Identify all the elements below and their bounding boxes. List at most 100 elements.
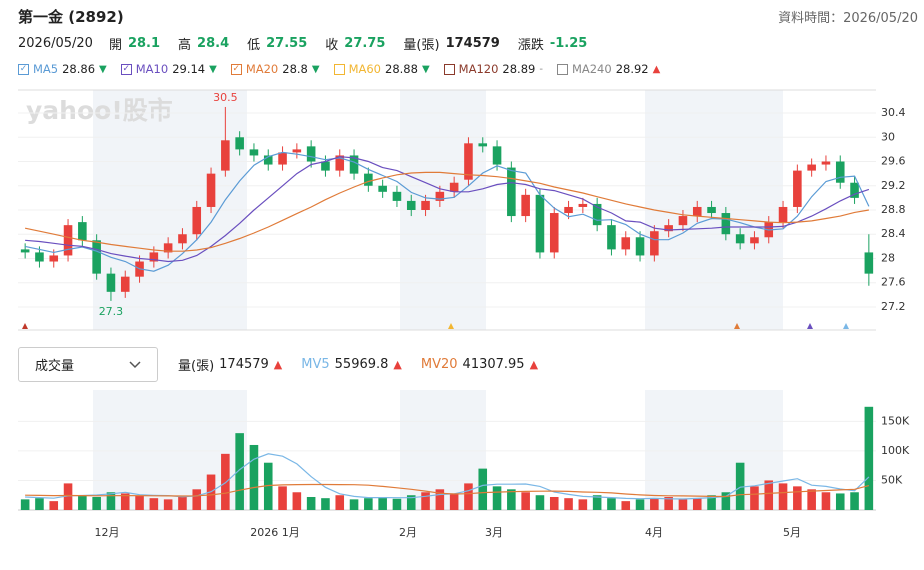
mv-value: 41307.95 — [462, 357, 525, 372]
y-tick-label: 28.8 — [881, 203, 906, 216]
volume-bar — [135, 495, 144, 510]
x-tick-label: 3月 — [485, 526, 503, 539]
ma-value: 28.86 — [62, 62, 96, 76]
candle-body — [821, 161, 831, 165]
volume-bar — [35, 498, 44, 510]
ma-line — [24, 151, 870, 272]
volume-bar — [507, 489, 516, 510]
volume-bar — [192, 489, 202, 510]
candle-body — [63, 225, 73, 256]
y-tick-label: 30.4 — [881, 106, 906, 119]
volume-bar — [278, 486, 287, 510]
volume-trend: ▲ — [273, 358, 283, 371]
x-tick-label: 12月 — [95, 526, 120, 539]
volume-value: 174579 — [219, 357, 269, 372]
ma-legend-item[interactable]: ✓ MA20 28.8 ▼ — [230, 62, 320, 76]
candle-body — [149, 252, 159, 262]
volume-bar — [793, 486, 802, 510]
ma-trend: - — [539, 63, 543, 75]
candle-body — [464, 143, 473, 180]
y-tick-label: 50K — [881, 473, 903, 486]
candle-body — [735, 234, 745, 244]
volume-bar — [592, 495, 602, 510]
volume-bar — [535, 495, 545, 510]
candle-body — [178, 234, 187, 244]
candle-body — [206, 173, 216, 207]
candle-body — [221, 140, 230, 171]
candle-body — [664, 225, 673, 232]
candle-body — [92, 240, 101, 274]
ma-name: MA240 — [571, 62, 612, 76]
indicator-select[interactable]: 成交量 — [18, 347, 158, 382]
volume-bar — [263, 462, 273, 510]
volume-bar — [821, 492, 831, 510]
month-shading — [93, 90, 783, 510]
candle-body — [278, 152, 287, 165]
volume-bar — [835, 493, 845, 510]
candle-body — [306, 146, 316, 162]
y-tick-label: 27.6 — [881, 276, 906, 289]
volume-bar — [564, 498, 573, 510]
ma-legend-item[interactable]: MA240 28.92 ▲ — [556, 62, 660, 76]
ma-checkbox — [443, 63, 455, 75]
ma-legend-item[interactable]: ✓ MA5 28.86 ▼ — [18, 62, 107, 76]
volume-bar — [650, 498, 659, 510]
y-tick-label: 28.4 — [881, 227, 906, 240]
ma-name: MA20 — [245, 62, 279, 76]
quote-label: 低 — [247, 38, 261, 53]
quote-date: 2026/05/20 — [18, 36, 93, 51]
candle-body — [707, 206, 716, 214]
x-tick-label: 2月 — [399, 526, 417, 539]
volume-bar — [149, 498, 159, 510]
candle-body — [721, 213, 731, 235]
ma-legend-item[interactable]: ✓ MA10 29.14 ▼ — [120, 62, 217, 76]
event-markers — [22, 323, 849, 329]
ma-checkbox: ✓ — [120, 63, 132, 75]
candle-body — [192, 206, 202, 235]
candle-body — [163, 243, 173, 253]
ma-legend-item[interactable]: MA60 28.88 ▼ — [333, 62, 430, 76]
volume-bar — [292, 492, 302, 510]
volume-bar — [49, 501, 59, 510]
volume-legend: 量(張) 174579 ▲ MV5 55969.8 ▲ MV20 41307.95 ▲ — [178, 355, 552, 374]
data-time: 資料時間：2026/05/20 — [778, 11, 918, 26]
quote-value: 27.75 — [344, 36, 386, 51]
ma-checkbox — [556, 63, 568, 75]
ma-legend: ✓ MA5 28.86 ▼ ✓ MA10 29.14 ▼ ✓ MA20 28.8 ▼ MA60 28.88… — [18, 62, 660, 76]
volume-bar — [406, 495, 416, 510]
candle-body — [535, 194, 545, 253]
quote-value: 28.1 — [127, 36, 161, 51]
ma-legend-item[interactable]: MA120 28.89- — [443, 62, 543, 76]
volume-bar — [850, 492, 859, 510]
volume-bar — [321, 498, 330, 510]
x-tick-label: 4月 — [645, 526, 663, 539]
ma-value: 28.88 — [385, 62, 418, 76]
quote-value: -1.25 — [549, 36, 588, 51]
candle-body — [49, 255, 59, 262]
candle-body — [678, 216, 688, 226]
candle-body — [449, 182, 459, 192]
candle-body — [292, 149, 302, 153]
volume-bar — [249, 444, 259, 510]
candle-body — [392, 191, 402, 201]
candle-body — [549, 213, 559, 253]
x-tick-label: 2026 1月 — [250, 526, 300, 539]
quote-label: 漲跌 — [517, 38, 544, 53]
candle-body — [35, 252, 44, 262]
mv-name: MV5 — [301, 357, 330, 372]
volume-bar — [578, 499, 588, 510]
candle-body — [635, 237, 645, 256]
candle-body — [492, 146, 502, 165]
quote-label: 開 — [108, 38, 122, 53]
volume-bar — [707, 495, 716, 510]
high-annotation: 30.5 — [213, 91, 238, 104]
volume-bar — [178, 496, 187, 510]
y-tick-label: 29.6 — [881, 155, 906, 168]
volume-bar — [750, 486, 759, 510]
quote-value: 174579 — [445, 36, 500, 51]
y-tick-label: 150K — [881, 414, 910, 427]
volume-bar — [378, 496, 387, 510]
candle-body — [120, 276, 130, 292]
candle-body — [564, 206, 573, 214]
